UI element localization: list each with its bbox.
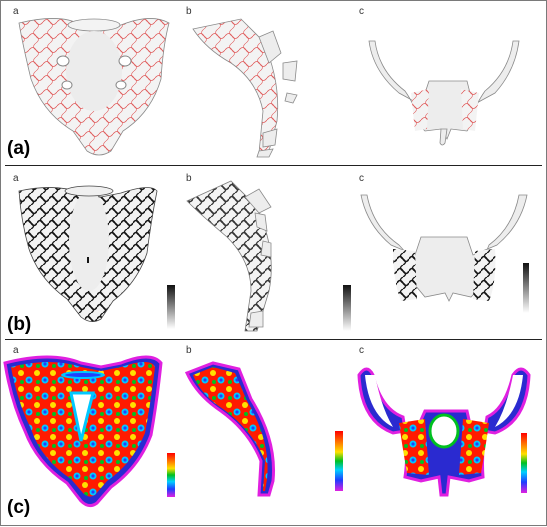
grayscale-bar-c (523, 263, 529, 313)
row-b-view-b (186, 180, 272, 332)
row-c-sub-b: b (186, 345, 192, 356)
panel-label-b: (b) (7, 314, 32, 335)
row-c-sub-a: a (13, 345, 19, 356)
sacrum-lateral-trabecular (186, 180, 272, 332)
row-a-sub-a: a (13, 6, 19, 17)
row-separator-2 (5, 339, 542, 340)
row-c-scalebars (167, 431, 527, 497)
row-a-sub-c: c (359, 6, 364, 17)
row-a-view-b (192, 18, 298, 158)
row-b-sub-b: b (186, 173, 192, 184)
sacrum-superior-shape (368, 40, 520, 140)
row-separator-1 (5, 165, 542, 166)
grayscale-bar-b (343, 285, 351, 331)
row-a-sub-b: b (186, 6, 192, 17)
color-bar-a (167, 453, 175, 497)
row-a-view-c (368, 40, 520, 146)
row-c-sub-c: c (359, 345, 364, 356)
grayscale-bar-a (167, 285, 175, 329)
row-b-view-c (360, 194, 528, 302)
row-c-view-a (3, 355, 163, 508)
row-c-view-b (184, 361, 275, 497)
sacrum-lateral-stress-core (193, 367, 268, 491)
panel-label-c: (c) (7, 497, 31, 518)
row-b-view-a (18, 185, 158, 322)
row-b-sub-c: c (359, 173, 364, 184)
sacrum-lateral-shape (192, 18, 279, 154)
row-b-sub-a: a (13, 173, 19, 184)
sacrum-superior-trabecular (360, 194, 528, 302)
panel-label-a: (a) (7, 138, 31, 159)
color-bar-b (335, 431, 343, 491)
row-a-view-a (18, 18, 170, 156)
color-bar-c (521, 433, 527, 493)
row-b-scalebars (167, 263, 529, 331)
row-c-view-c (357, 367, 531, 497)
